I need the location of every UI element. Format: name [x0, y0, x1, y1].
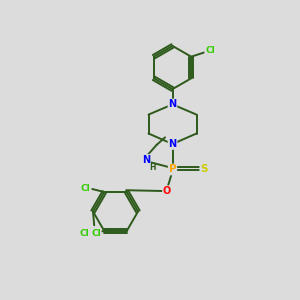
- Text: Cl: Cl: [80, 184, 90, 193]
- Text: N: N: [168, 99, 177, 110]
- Text: N: N: [168, 139, 177, 149]
- Text: Cl: Cl: [205, 46, 215, 55]
- Text: P: P: [169, 164, 176, 175]
- Text: N: N: [142, 155, 150, 165]
- Text: Cl: Cl: [91, 229, 101, 238]
- Text: Cl: Cl: [79, 229, 89, 238]
- Text: H: H: [149, 163, 156, 172]
- Text: O: O: [163, 186, 171, 196]
- Text: S: S: [200, 164, 208, 175]
